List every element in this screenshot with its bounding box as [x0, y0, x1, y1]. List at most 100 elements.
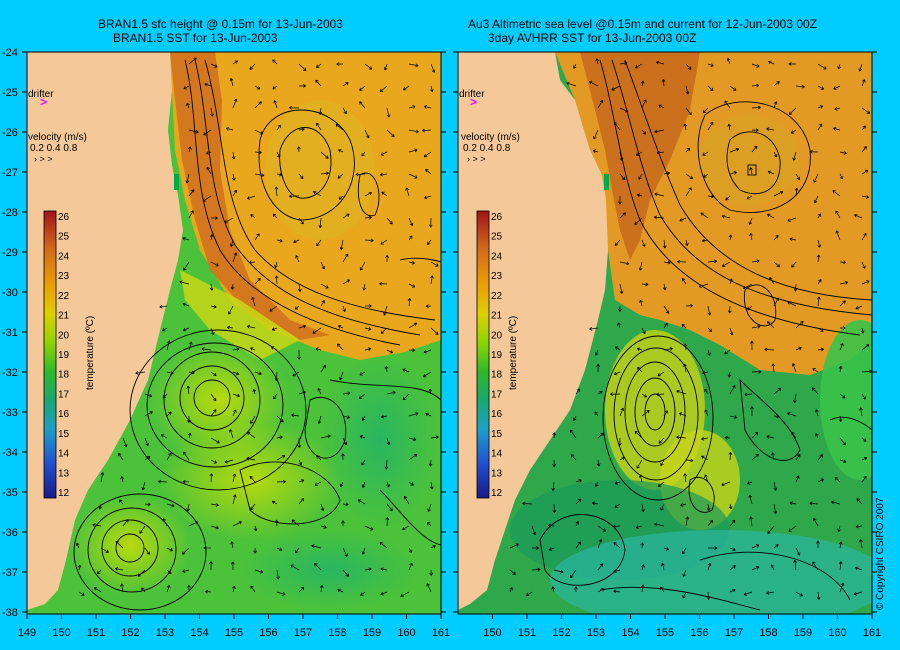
velocity-arrow	[276, 547, 283, 552]
velocity-arrow	[861, 169, 869, 175]
velocity-arrow	[751, 128, 759, 133]
velocity-arrow	[767, 170, 775, 175]
velocity-arrow	[658, 437, 665, 444]
velocity-arrow	[725, 195, 731, 201]
velocity-arrow	[611, 85, 621, 91]
velocity-arrow	[276, 151, 281, 158]
velocity-arrow	[364, 567, 372, 572]
velocity-arrow	[380, 151, 388, 156]
velocity-arrow	[553, 569, 564, 574]
velocity-arrow	[751, 63, 760, 68]
velocity-arrow	[210, 327, 215, 336]
velocity-arrow	[320, 261, 326, 270]
velocity-arrow	[380, 567, 388, 572]
velocity-arrow	[78, 591, 85, 596]
velocity-arrow	[816, 540, 820, 549]
velocity-arrow	[118, 452, 124, 461]
velocity-arrow	[654, 192, 665, 197]
right-contours	[539, 59, 872, 611]
velocity-arrow	[707, 519, 713, 527]
velocity-arrow	[679, 217, 687, 222]
velocity-arrow	[773, 387, 782, 395]
velocity-arrow	[360, 591, 366, 596]
velocity-arrow	[795, 454, 801, 461]
velocity-arrow	[160, 434, 168, 439]
velocity-arrow	[749, 232, 753, 241]
velocity-arrow	[859, 407, 863, 417]
velocity-arrow	[637, 367, 643, 373]
velocity-arrow	[408, 562, 413, 571]
velocity-arrow	[834, 476, 841, 483]
colorbar-tick-label: 17	[491, 389, 503, 400]
velocity-arrow	[683, 343, 688, 351]
velocity-arrow	[403, 85, 410, 91]
velocity-arrow	[855, 566, 863, 571]
velocity-arrow	[526, 591, 533, 597]
velocity-arrow	[656, 392, 665, 397]
velocity-arrow	[861, 280, 870, 285]
velocity-arrow	[355, 172, 366, 177]
velocity-arrow	[338, 195, 344, 200]
velocity-arrow	[312, 327, 322, 334]
velocity-arrow	[707, 562, 712, 571]
lon-tick-label: 158	[759, 627, 777, 639]
velocity-arrow	[589, 327, 599, 331]
velocity-arrow	[638, 173, 643, 180]
velocity-arrow	[162, 518, 168, 527]
velocity-arrow	[232, 393, 240, 398]
velocity-arrow	[246, 431, 256, 439]
velocity-arrow	[359, 371, 366, 376]
right-land	[458, 52, 608, 610]
left-hot-core	[170, 52, 330, 340]
velocity-arrow	[698, 283, 709, 288]
velocity-arrow	[721, 481, 731, 487]
velocity-arrow	[619, 173, 626, 181]
lon-tick-label: 154	[190, 627, 208, 639]
lat-tick-label: -36	[2, 527, 18, 539]
left-cool-water	[320, 350, 440, 530]
left-map-panel	[27, 52, 441, 614]
velocity-arrow	[769, 277, 775, 285]
velocity-arrow	[227, 325, 234, 330]
velocity-arrow	[210, 525, 219, 530]
velocity-arrow	[575, 498, 582, 505]
velocity-arrow	[380, 591, 388, 596]
velocity-arrow	[118, 499, 124, 505]
velocity-arrow	[298, 217, 304, 225]
left-warm-filament	[160, 420, 340, 540]
colorbar-tick-label: 20	[491, 330, 503, 341]
velocity-arrow	[210, 409, 217, 417]
velocity-arrow	[232, 60, 239, 65]
right-colorbar-ticks: 26 25 24 23 22 21 20 19 18 17 16 15 14 13 12	[491, 212, 503, 499]
velocity-arrow	[408, 148, 418, 153]
left-island-marker	[174, 174, 179, 190]
velocity-arrow	[182, 569, 190, 573]
velocity-arrow	[400, 591, 410, 598]
velocity-arrow	[274, 275, 279, 285]
velocity-arrow	[341, 453, 345, 461]
velocity-arrow	[660, 503, 665, 511]
velocity-arrow	[618, 437, 622, 446]
velocity-arrow	[311, 544, 322, 549]
velocity-arrow	[619, 107, 629, 113]
velocity-arrow	[427, 503, 432, 512]
velocity-arrow	[364, 215, 372, 220]
colorbar-tick-label: 17	[58, 389, 70, 400]
velocity-arrow	[791, 431, 797, 439]
velocity-arrow	[833, 127, 841, 131]
velocity-arrow	[817, 85, 825, 90]
velocity-arrow	[224, 459, 234, 464]
velocity-arrow	[298, 324, 307, 329]
velocity-arrow	[383, 63, 388, 71]
velocity-arrow	[383, 305, 388, 316]
velocity-arrow	[766, 127, 775, 131]
velocity-arrow	[663, 547, 670, 551]
velocity-arrow	[614, 239, 621, 246]
velocity-arrow	[251, 296, 256, 307]
velocity-arrow	[313, 191, 322, 197]
velocity-arrow	[232, 585, 236, 593]
velocity-arrow	[663, 305, 670, 314]
velocity-arrow	[831, 500, 841, 505]
velocity-arrow	[115, 541, 124, 549]
